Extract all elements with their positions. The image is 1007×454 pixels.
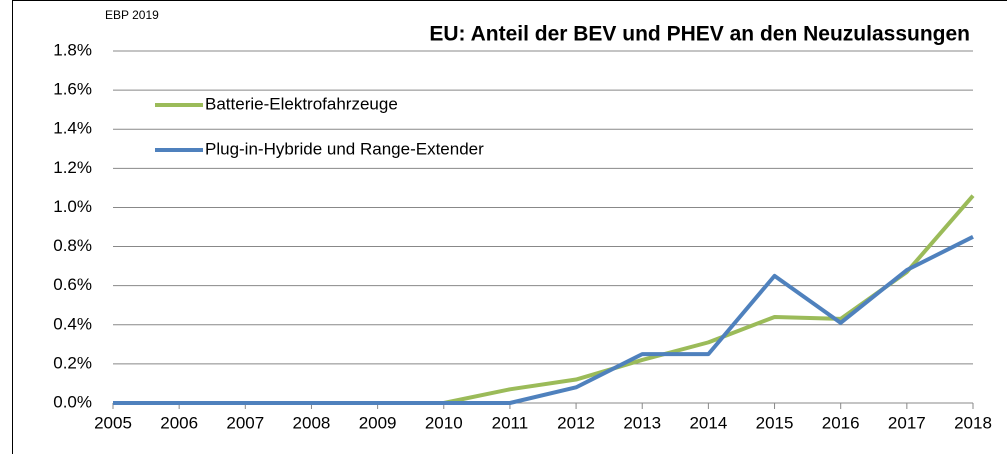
y-tick-label: 0.2%	[53, 353, 92, 372]
y-tick-label: 1.0%	[53, 197, 92, 216]
y-tick-label: 1.4%	[53, 119, 92, 138]
x-tick-label: 2008	[293, 413, 331, 432]
x-tick-label: 2012	[557, 413, 595, 432]
x-tick-label: 2018	[954, 413, 992, 432]
y-tick-label: 0.8%	[53, 236, 92, 255]
y-tick-label: 1.6%	[53, 80, 92, 99]
legend-label: Plug-in-Hybride und Range-Extender	[205, 139, 484, 158]
x-tick-label: 2013	[623, 413, 661, 432]
x-tick-label: 2015	[756, 413, 794, 432]
source-note: EBP 2019	[105, 8, 159, 22]
x-tick-label: 2011	[492, 413, 529, 432]
y-tick-label: 0.6%	[53, 275, 92, 294]
series-line	[113, 194, 975, 405]
y-tick-label: 0.4%	[53, 314, 92, 333]
x-tick-label: 2005	[94, 413, 132, 432]
chart-frame	[12, 0, 1007, 454]
x-tick-label: 2009	[359, 413, 397, 432]
series-line	[113, 234, 974, 405]
x-tick-label: 2017	[888, 413, 926, 432]
y-tick-label: 1.2%	[53, 158, 92, 177]
x-tick-label: 2010	[425, 413, 463, 432]
y-tick-label: 0.0%	[53, 392, 92, 411]
legend-label: Batterie-Elektrofahrzeuge	[205, 94, 398, 113]
x-tick-label: 2016	[822, 413, 860, 432]
x-tick-label: 2007	[226, 413, 264, 432]
chart-title: EU: Anteil der BEV und PHEV an den Neuzu…	[429, 23, 970, 46]
x-tick-label: 2014	[689, 413, 727, 432]
y-tick-label: 1.8%	[53, 40, 92, 59]
x-tick-label: 2006	[160, 413, 198, 432]
